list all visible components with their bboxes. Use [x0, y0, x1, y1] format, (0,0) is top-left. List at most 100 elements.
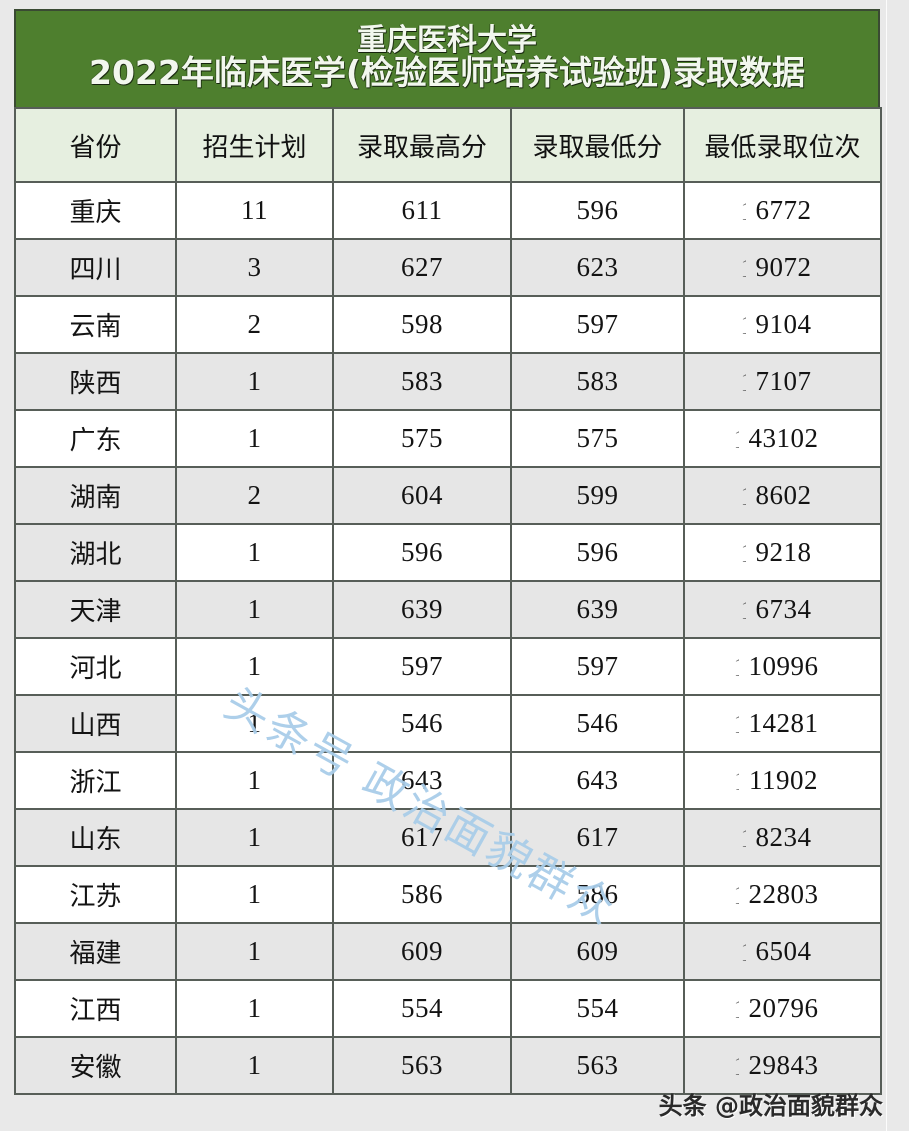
- table-row: 山西1546546114281: [14, 694, 882, 753]
- cell-rank: 110996: [683, 637, 882, 696]
- clipped-digit-artifact: 1: [741, 826, 746, 850]
- clipped-digit-artifact: 1: [734, 769, 739, 793]
- cell-rank: 129843: [683, 1036, 882, 1095]
- table-row: 河北1597597110996: [14, 637, 882, 696]
- cell-province: 江西: [14, 979, 177, 1038]
- cell-province: 江苏: [14, 865, 177, 924]
- cell-rank: 16504: [683, 922, 882, 981]
- cell-low-score: 586: [510, 865, 685, 924]
- cell-high-score: 575: [332, 409, 512, 468]
- clipped-digit-artifact: 1: [741, 541, 746, 565]
- cell-province: 福建: [14, 922, 177, 981]
- cell-rank: 16734: [683, 580, 882, 639]
- cell-rank-value: 110996: [734, 651, 819, 682]
- cell-rank: 19104: [683, 295, 882, 354]
- table-row: 安徽1563563129843: [14, 1036, 882, 1095]
- cell-plan: 3: [175, 238, 334, 297]
- cell-rank: 19072: [683, 238, 882, 297]
- clipped-digit-artifact: 1: [734, 655, 739, 679]
- clipped-digit-artifact: 1: [741, 199, 746, 223]
- cell-plan: 1: [175, 751, 334, 810]
- cell-low-score: 596: [510, 523, 685, 582]
- cell-rank-value: 18234: [741, 822, 812, 853]
- table-row: 湖北159659619218: [14, 523, 882, 582]
- clipped-digit-artifact: 1: [734, 427, 739, 451]
- clipped-digit-artifact: 1: [741, 484, 746, 508]
- cell-rank: 143102: [683, 409, 882, 468]
- cell-plan: 1: [175, 352, 334, 411]
- cell-high-score: 609: [332, 922, 512, 981]
- cell-low-score: 643: [510, 751, 685, 810]
- cell-rank-value: 16772: [741, 195, 812, 226]
- cell-province: 重庆: [14, 181, 177, 240]
- clipped-digit-artifact: 1: [741, 256, 746, 280]
- cell-plan: 1: [175, 1036, 334, 1095]
- cell-plan: 1: [175, 580, 334, 639]
- cell-province: 山东: [14, 808, 177, 867]
- cell-rank: 17107: [683, 352, 882, 411]
- cell-rank-value: 122803: [734, 879, 819, 910]
- cell-low-score: 596: [510, 181, 685, 240]
- cell-high-score: 596: [332, 523, 512, 582]
- cell-plan: 1: [175, 865, 334, 924]
- cell-low-score: 609: [510, 922, 685, 981]
- column-header-province: 省份: [14, 107, 177, 183]
- cell-rank-value: 16734: [741, 594, 812, 625]
- admission-data-table: 省份 招生计划 录取最高分 录取最低分 最低录取位次 重庆11611596167…: [14, 107, 882, 1095]
- column-header-rank: 最低录取位次: [683, 107, 882, 183]
- cell-plan: 1: [175, 808, 334, 867]
- cell-high-score: 639: [332, 580, 512, 639]
- cell-province: 天津: [14, 580, 177, 639]
- cell-low-score: 575: [510, 409, 685, 468]
- title-line-subject: 2022年临床医学(检验医师培养试验班)录取数据: [88, 53, 805, 93]
- cell-high-score: 643: [332, 751, 512, 810]
- cell-province: 山西: [14, 694, 177, 753]
- cell-plan: 2: [175, 466, 334, 525]
- cell-rank-value: 16504: [741, 936, 812, 967]
- cell-high-score: 617: [332, 808, 512, 867]
- cell-high-score: 554: [332, 979, 512, 1038]
- table-header: 省份 招生计划 录取最高分 录取最低分 最低录取位次: [14, 107, 882, 183]
- cell-plan: 11: [175, 181, 334, 240]
- table-row: 江西1554554120796: [14, 979, 882, 1038]
- column-header-low: 录取最低分: [510, 107, 685, 183]
- cell-province: 陕西: [14, 352, 177, 411]
- cell-high-score: 604: [332, 466, 512, 525]
- cell-rank-value: 114281: [734, 708, 819, 739]
- column-header-high: 录取最高分: [332, 107, 512, 183]
- table-row: 陕西158358317107: [14, 352, 882, 411]
- cell-low-score: 639: [510, 580, 685, 639]
- cell-plan: 1: [175, 979, 334, 1038]
- clipped-digit-artifact: 1: [741, 370, 746, 394]
- cell-rank: 114281: [683, 694, 882, 753]
- cell-rank-value: 129843: [734, 1050, 819, 1081]
- cell-low-score: 597: [510, 295, 685, 354]
- cell-rank-value: 17107: [741, 366, 812, 397]
- cell-plan: 1: [175, 409, 334, 468]
- cell-low-score: 563: [510, 1036, 685, 1095]
- clipped-digit-artifact: 1: [734, 712, 739, 736]
- cell-province: 安徽: [14, 1036, 177, 1095]
- title-line-university: 重庆医科大学: [357, 22, 537, 58]
- table-body: 重庆1161159616772四川362762319072云南259859719…: [14, 181, 882, 1095]
- clipped-digit-artifact: 1: [734, 883, 739, 907]
- cell-plan: 2: [175, 295, 334, 354]
- clipped-digit-artifact: 1: [741, 940, 746, 964]
- cell-high-score: 583: [332, 352, 512, 411]
- cell-high-score: 586: [332, 865, 512, 924]
- table-header-row: 省份 招生计划 录取最高分 录取最低分 最低录取位次: [14, 107, 882, 183]
- cell-rank: 16772: [683, 181, 882, 240]
- cell-plan: 1: [175, 523, 334, 582]
- cell-rank: 120796: [683, 979, 882, 1038]
- column-header-plan: 招生计划: [175, 107, 334, 183]
- table-row: 浙江1643643111902: [14, 751, 882, 810]
- cell-rank-value: 143102: [734, 423, 819, 454]
- clipped-digit-artifact: 1: [741, 313, 746, 337]
- cell-low-score: 599: [510, 466, 685, 525]
- cell-rank: 19218: [683, 523, 882, 582]
- table-row: 天津163963916734: [14, 580, 882, 639]
- cell-rank: 18602: [683, 466, 882, 525]
